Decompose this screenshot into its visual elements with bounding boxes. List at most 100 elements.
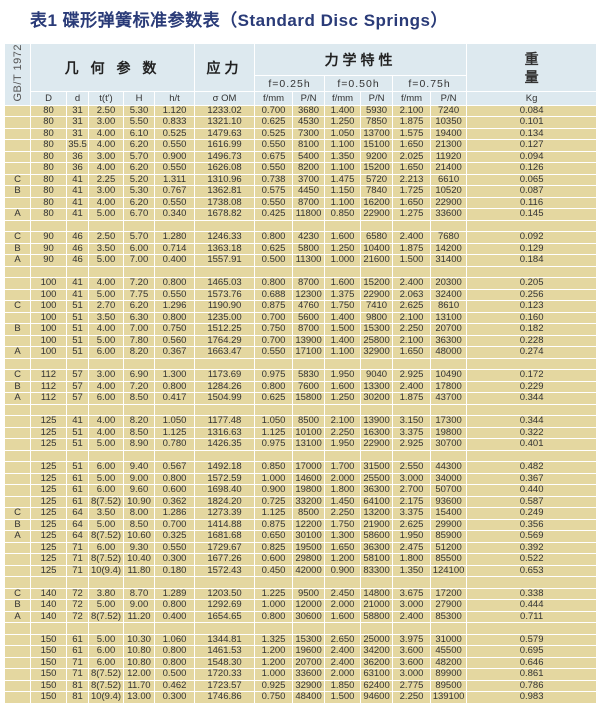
- cell-f075-f: 2.400: [392, 277, 432, 290]
- cell-h-t: 0.800: [153, 380, 196, 393]
- cell-f075-p: 36300: [430, 334, 468, 347]
- cell-t: 5.00: [88, 288, 124, 301]
- cell-t: 5.00: [88, 438, 124, 451]
- cell-grade: A: [4, 392, 31, 405]
- cell-D: 125: [30, 495, 67, 508]
- empty-cell: [153, 219, 196, 232]
- cell-f025-f: 0.800: [254, 277, 294, 290]
- table-row: 150 81 8(7.52) 11.70 0.462 1723.57 0.925 32900 1…: [4, 679, 598, 692]
- cell-t: 8(7.52): [88, 679, 124, 692]
- cell-f050-f: 1.200: [324, 553, 362, 566]
- cell-f050-p: 36300: [360, 541, 394, 554]
- table-row: 150 61 5.00 10.30 1.060 1344.81 1.325 15300 2.65…: [4, 633, 598, 646]
- cell-f025-p: 32900: [292, 679, 326, 692]
- cell-t: 3.50: [88, 242, 124, 255]
- cell-f050-p: 83300: [360, 564, 394, 577]
- empty-cell: [430, 219, 468, 232]
- cell-h-t: 1.289: [153, 587, 196, 600]
- empty-cell: [292, 265, 326, 278]
- cell-kg: 0.392: [466, 541, 598, 554]
- cell-f050-f: 1.250: [324, 242, 362, 255]
- spacer-row: [4, 265, 598, 278]
- cell-f075-p: 34000: [430, 472, 468, 485]
- empty-cell: [88, 622, 124, 635]
- cell-grade: B: [4, 380, 31, 393]
- cell-grade: B: [4, 518, 31, 531]
- cell-f025-f: 0.700: [254, 104, 294, 117]
- empty-cell: [4, 357, 31, 370]
- cell-grade: B: [4, 242, 31, 255]
- table-row: C 140 72 3.80 8.70 1.289 1203.50 1.225 9500 2.450…: [4, 587, 598, 600]
- cell-f025-f: 0.750: [254, 323, 294, 336]
- cell-f050-f: 2.400: [324, 645, 362, 658]
- cell-t: 4.00: [88, 162, 124, 175]
- cell-f050-p: 22900: [360, 288, 394, 301]
- cell-h-t: 1.050: [153, 415, 196, 428]
- cell-H: 13.00: [123, 691, 155, 704]
- cell-f075-f: 3.000: [392, 668, 432, 681]
- cell-sigma: 1479.63: [194, 127, 256, 140]
- cell-D: 112: [30, 369, 67, 382]
- table-row: 100 51 3.50 6.30 0.800 1235.00 0.700 5600 1.400 9…: [4, 311, 598, 324]
- cell-t: 4.00: [88, 323, 124, 336]
- cell-d: 51: [66, 426, 89, 439]
- cell-H: 8.50: [123, 392, 155, 405]
- cell-f025-p: 4530: [292, 116, 326, 129]
- cell-t: 8(7.52): [88, 668, 124, 681]
- cell-grade: [4, 334, 31, 347]
- cell-f050-p: 9040: [360, 369, 394, 382]
- table-row: 150 71 6.00 10.80 0.800 1548.30 1.200 20700 2.40…: [4, 656, 598, 669]
- cell-h-t: 0.700: [153, 518, 196, 531]
- cell-kg: 0.256: [466, 288, 598, 301]
- cell-D: 100: [30, 323, 67, 336]
- cell-f075-p: 30700: [430, 438, 468, 451]
- cell-f075-f: 3.150: [392, 415, 432, 428]
- cell-f075-f: 2.063: [392, 288, 432, 301]
- cell-f075-f: 2.400: [392, 380, 432, 393]
- cell-t: 6.00: [88, 392, 124, 405]
- cell-f075-p: 85500: [430, 553, 468, 566]
- cell-f075-f: 2.925: [392, 438, 432, 451]
- cell-h-t: 0.325: [153, 530, 196, 543]
- cell-kg: 0.274: [466, 346, 598, 359]
- empty-cell: [254, 403, 294, 416]
- table-row: B 125 64 5.00 8.50 0.700 1414.88 0.875 12200 1.75…: [4, 518, 598, 531]
- cell-f075-p: 20300: [430, 277, 468, 290]
- cell-f075-p: 29900: [430, 518, 468, 531]
- cell-f025-p: 4760: [292, 300, 326, 313]
- cell-D: 125: [30, 518, 67, 531]
- cell-f050-p: 16300: [360, 426, 394, 439]
- cell-f025-f: 1.200: [254, 645, 294, 658]
- cell-H: 10.90: [123, 495, 155, 508]
- table-row: 150 61 6.00 10.80 0.800 1461.53 1.200 19600 2.40…: [4, 645, 598, 658]
- cell-H: 5.70: [123, 231, 155, 244]
- cell-f050-p: 94600: [360, 691, 394, 704]
- cell-d: 71: [66, 553, 89, 566]
- cell-f075-p: 139100: [430, 691, 468, 704]
- cell-kg: 0.116: [466, 196, 598, 209]
- cell-f075-f: 3.975: [392, 633, 432, 646]
- table-row: C 100 51 2.70 6.20 1.296 1190.90 0.875 4760 1.750…: [4, 300, 598, 313]
- cell-f050-f: 1.750: [324, 518, 362, 531]
- cell-sigma: 1616.99: [194, 139, 256, 152]
- cell-H: 11.70: [123, 679, 155, 692]
- cell-t: 6.00: [88, 461, 124, 474]
- cell-kg: 0.983: [466, 691, 598, 704]
- cell-f050-f: 1.450: [324, 495, 362, 508]
- empty-cell: [153, 357, 196, 370]
- cell-t: 10(9.4): [88, 691, 124, 704]
- cell-H: 6.00: [123, 242, 155, 255]
- empty-cell: [30, 265, 67, 278]
- cell-t: 2.25: [88, 173, 124, 186]
- empty-cell: [66, 265, 89, 278]
- cell-t: 3.50: [88, 507, 124, 520]
- cell-grade: [4, 415, 31, 428]
- cell-d: 72: [66, 587, 89, 600]
- cell-h-t: 0.560: [153, 334, 196, 347]
- table-title: 表1 碟形弹簧标准参数表（Standard Disc Springs）: [30, 11, 448, 30]
- cell-h-t: 0.550: [153, 162, 196, 175]
- cell-f025-f: 1.325: [254, 633, 294, 646]
- col-kg-header: Kg: [466, 91, 598, 106]
- spacer-row: [4, 622, 598, 635]
- cell-d: 61: [66, 495, 89, 508]
